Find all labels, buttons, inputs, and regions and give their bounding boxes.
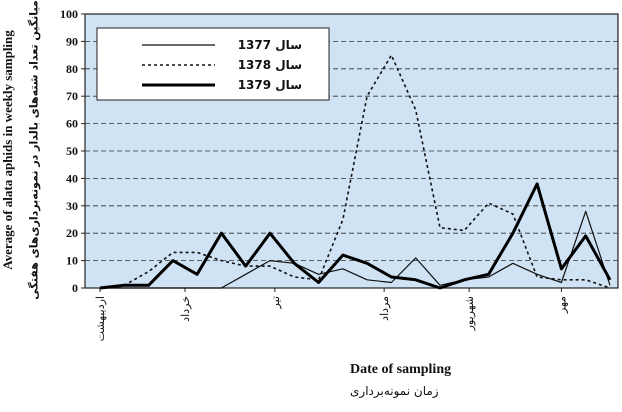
- y-tick-label: 90: [66, 34, 78, 48]
- y-tick-label: 80: [66, 62, 78, 76]
- x-tick-label: اردیبهشت: [94, 296, 107, 341]
- x-tick-label: مهر: [555, 296, 568, 314]
- series-line-2: [99, 182, 612, 290]
- y-tick-label: 40: [66, 171, 78, 185]
- x-tick-label: شهریور: [463, 296, 476, 331]
- legend-label: سال 1379: [238, 78, 302, 92]
- legend-label: سال 1377: [238, 38, 302, 52]
- y-tick-label: 50: [66, 144, 78, 158]
- series-line-1: [99, 54, 611, 289]
- y-tick-label: 20: [66, 226, 78, 240]
- y-tick-label: 10: [66, 254, 78, 268]
- y-tick-label: 30: [66, 199, 78, 213]
- x-axis-label-persian: زمان نمونه‌برداری: [350, 384, 439, 398]
- legend-box: [96, 27, 330, 101]
- y-axis-label-persian: میانگین تعداد شته‌های بالدار در نمونه‌بر…: [27, 0, 41, 300]
- legend-label: سال 1378: [238, 58, 302, 72]
- y-tick-label: 100: [60, 7, 78, 21]
- y-tick-label: 60: [66, 117, 78, 131]
- x-tick-label: تیر: [269, 296, 282, 309]
- y-axis-label: Average of alata aphids in weekly sampli…: [0, 30, 15, 270]
- x-tick-label: خرداد: [179, 296, 192, 322]
- y-tick-label: 0: [72, 281, 78, 295]
- series-line-0: [100, 210, 611, 289]
- y-tick-label: 70: [66, 89, 78, 103]
- x-axis-label: Date of sampling: [350, 362, 452, 377]
- x-tick-label: مرداد: [378, 296, 391, 321]
